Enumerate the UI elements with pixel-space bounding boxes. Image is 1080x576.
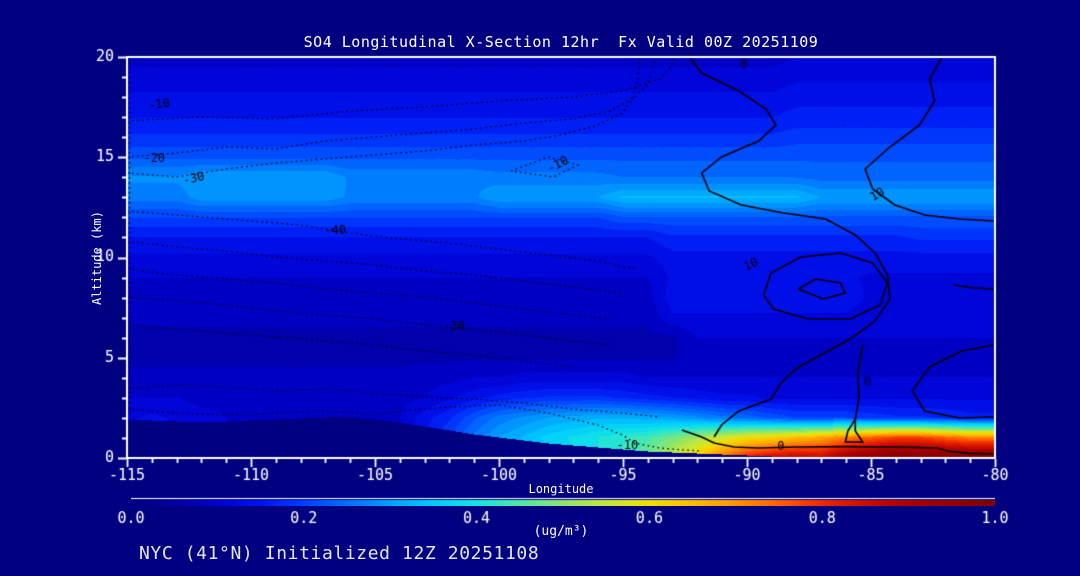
run-info-text: NYC (41°N) Initialized 12Z 20251108 (139, 543, 540, 564)
colorbar-units: (ug/m³) (533, 524, 589, 539)
colorbar-gradient (131, 497, 995, 506)
x-axis-title: Longitude (528, 482, 594, 496)
